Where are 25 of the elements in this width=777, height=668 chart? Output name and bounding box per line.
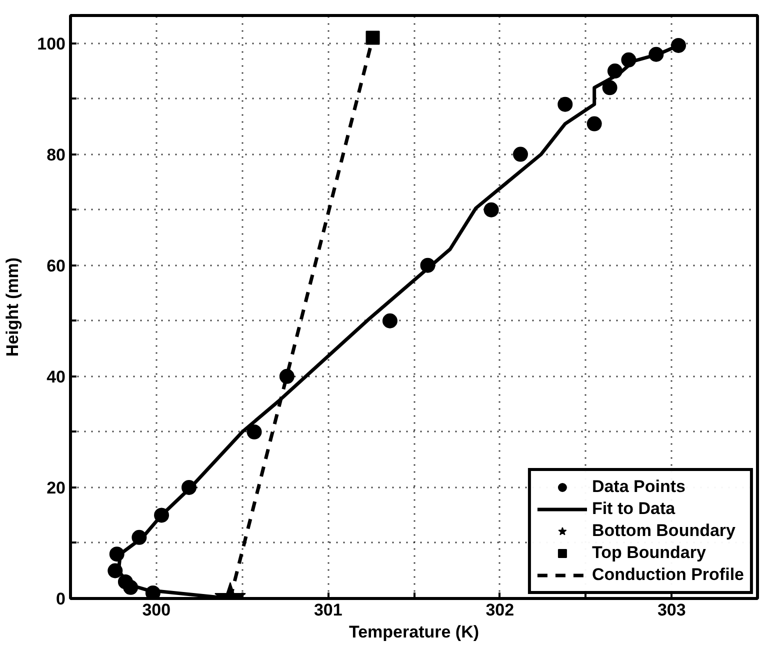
x-tick-label: 300 xyxy=(142,600,171,620)
x-tick-label: 303 xyxy=(657,600,686,620)
y-axis-title: Height (mm) xyxy=(3,257,22,357)
point xyxy=(558,96,573,112)
legend-label: Top Boundary xyxy=(592,543,706,563)
x-tick-label: 302 xyxy=(486,600,514,620)
x-axis-title: Temperature (K) xyxy=(348,622,480,642)
point xyxy=(586,116,602,132)
point xyxy=(382,313,398,328)
point xyxy=(366,30,380,45)
y-tick-label: 20 xyxy=(46,478,66,498)
legend-label: Data Points xyxy=(592,477,686,497)
y-tick-label: 40 xyxy=(46,367,66,386)
point xyxy=(246,424,262,440)
y-tick-label: 80 xyxy=(46,145,66,164)
y-tick-label: 0 xyxy=(56,590,66,608)
legend-label: Fit to Data xyxy=(592,499,676,519)
legend-label: Bottom Boundary xyxy=(592,521,736,541)
y-tick-label: 60 xyxy=(46,256,66,276)
x-tick-label: 301 xyxy=(314,600,342,620)
point xyxy=(484,202,499,218)
point xyxy=(512,146,528,162)
point xyxy=(602,80,618,96)
y-tick-label: 100 xyxy=(37,34,66,54)
legend-label: Conduction Profile xyxy=(592,565,744,585)
